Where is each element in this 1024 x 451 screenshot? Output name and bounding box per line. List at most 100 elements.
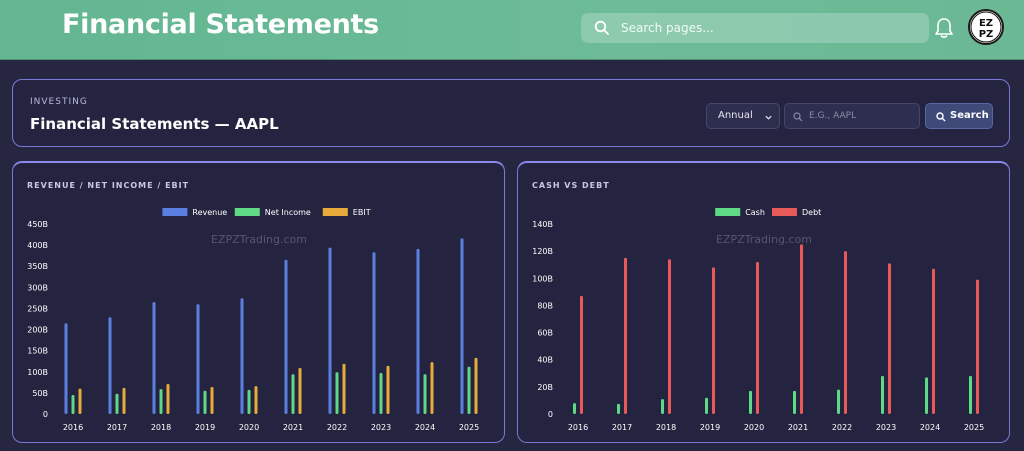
revenue-chart: EZPZTrading.com 0 50B 100B 150B 200B 250B 300B 3…	[27, 208, 479, 432]
cash-bar	[969, 376, 972, 414]
debt-legend-label: Debt	[802, 208, 821, 217]
top-bar: Financial Statements EZ PZ	[0, 0, 1024, 60]
cash-bar	[573, 403, 576, 414]
revenue-chart-panel: REVENUE / NET INCOME / EBIT EZPZTrading.…	[12, 161, 505, 443]
revenue-legend-swatch	[162, 208, 188, 216]
chart-title: CASH VS DEBT	[532, 181, 610, 190]
x-tick-label: 2023	[876, 423, 896, 432]
cash-bar	[793, 390, 796, 414]
debt-bar	[888, 263, 891, 414]
period-select-value: Annual	[718, 110, 753, 121]
net-income-bar	[467, 366, 471, 414]
page-title: Financial Statements — AAPL	[30, 115, 279, 133]
revenue-bar	[372, 252, 376, 414]
ebit-legend-swatch	[322, 208, 348, 216]
y-tick-label: 40B	[537, 356, 553, 365]
y-tick-label: 0	[43, 410, 48, 419]
cash-legend-swatch	[715, 208, 741, 216]
cash-bar	[749, 390, 752, 414]
debt-bar	[932, 268, 935, 414]
y-tick-label: 300B	[27, 283, 48, 292]
ticker-field[interactable]	[784, 103, 920, 129]
search-icon	[793, 112, 803, 122]
page-header-panel: INVESTING Financial Statements — AAPL An…	[12, 79, 1010, 147]
x-tick-label: 2021	[283, 423, 303, 432]
bell-icon[interactable]	[933, 16, 955, 40]
x-tick-label: 2018	[151, 423, 171, 432]
page-search[interactable]	[581, 13, 929, 43]
x-tick-label: 2017	[107, 423, 127, 432]
x-tick-label: 2020	[239, 423, 259, 432]
x-tick-label: 2024	[415, 423, 435, 432]
cash-bar	[881, 376, 884, 414]
y-tick-label: 120B	[532, 247, 553, 256]
x-tick-label: 2016	[63, 423, 83, 432]
x-tick-label: 2018	[656, 423, 676, 432]
x-tick-label: 2019	[700, 423, 720, 432]
x-tick-label: 2019	[195, 423, 215, 432]
cash-bar	[661, 399, 664, 414]
ebit-bar	[78, 388, 82, 414]
net-income-bar	[71, 395, 75, 414]
chart-title: REVENUE / NET INCOME / EBIT	[27, 181, 190, 190]
y-tick-label: 250B	[27, 304, 48, 313]
period-select[interactable]: Annual	[706, 103, 780, 129]
app-title: Financial Statements	[62, 9, 379, 40]
net-income-bar	[159, 389, 163, 414]
ebit-bar	[122, 387, 126, 414]
ebit-bar	[298, 367, 302, 414]
avatar-logo: EZ PZ	[970, 11, 1002, 43]
revenue-bar	[284, 259, 288, 414]
revenue-bar	[64, 323, 68, 414]
net-income-bar	[291, 374, 295, 414]
search-button[interactable]: Search	[925, 103, 993, 129]
ebit-bar	[430, 362, 434, 414]
y-tick-label: 400B	[27, 241, 48, 250]
cash-legend-label: Cash	[745, 208, 765, 217]
x-tick-label: 2016	[568, 423, 588, 432]
revenue-bar	[196, 304, 200, 414]
revenue-bar	[240, 298, 244, 414]
revenue-bar	[460, 238, 464, 414]
net-income-bar	[423, 374, 427, 414]
net-income-bar	[379, 373, 383, 414]
y-tick-label: 20B	[537, 383, 553, 392]
ebit-bar	[386, 365, 390, 414]
x-tick-label: 2022	[327, 423, 347, 432]
ticker-input[interactable]	[809, 104, 914, 128]
net-income-legend-label: Net Income	[265, 208, 311, 217]
revenue-bar	[152, 302, 156, 414]
page-search-input[interactable]	[621, 13, 921, 43]
debt-legend-swatch	[772, 208, 797, 216]
revenue-bar	[108, 317, 112, 414]
y-tick-label: 140B	[532, 220, 553, 229]
debt-bar	[800, 244, 803, 414]
y-tick-label: 60B	[537, 329, 553, 338]
ebit-bar	[474, 357, 478, 414]
ebit-bar	[166, 384, 170, 414]
debt-bar	[976, 279, 979, 414]
y-tick-label: 100B	[532, 274, 553, 283]
cash-bar	[837, 389, 840, 414]
debt-bar	[756, 262, 759, 414]
x-tick-label: 2025	[459, 423, 479, 432]
y-tick-label: 150B	[27, 347, 48, 356]
cash-debt-chart-panel: CASH VS DEBT EZPZTrading.com 0 20B 40B 60B 80…	[517, 161, 1010, 443]
ebit-bar	[210, 386, 214, 414]
debt-bar	[624, 257, 627, 414]
watermark: EZPZTrading.com	[716, 233, 812, 246]
y-tick-label: 100B	[27, 368, 48, 377]
x-tick-label: 2022	[832, 423, 852, 432]
net-income-bar	[247, 389, 251, 414]
y-tick-label: 0	[548, 410, 553, 419]
net-income-legend-swatch	[234, 208, 260, 216]
search-button-label: Search	[950, 110, 989, 121]
avatar-text-bottom: PZ	[979, 29, 994, 40]
x-tick-label: 2021	[788, 423, 808, 432]
user-avatar[interactable]: EZ PZ	[968, 9, 1004, 45]
watermark: EZPZTrading.com	[211, 233, 307, 246]
x-tick-label: 2017	[612, 423, 632, 432]
avatar-text-top: EZ	[979, 18, 993, 29]
ebit-legend-label: EBIT	[353, 208, 371, 217]
section-eyebrow: INVESTING	[30, 97, 88, 107]
